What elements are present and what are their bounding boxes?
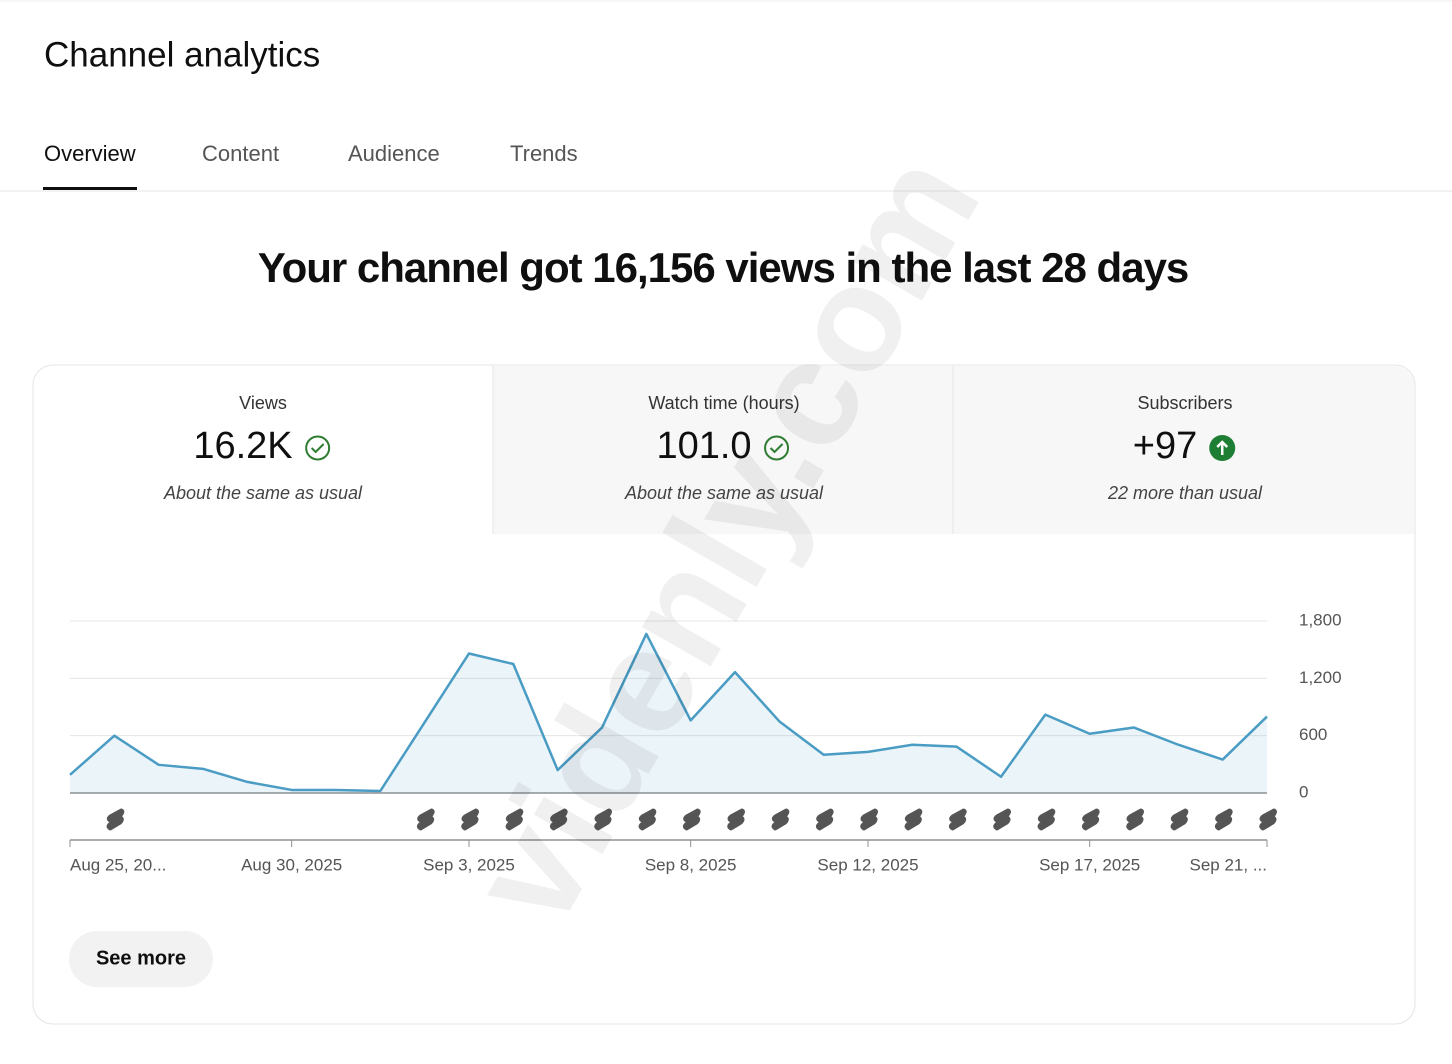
active-tab-indicator xyxy=(43,187,137,190)
x-tick-label: Sep 12, 2025 xyxy=(817,855,918,874)
shorts-icon xyxy=(416,808,435,831)
shorts-icon xyxy=(1214,808,1233,831)
metric-value: 16.2K xyxy=(193,425,292,467)
x-tick-label: Sep 8, 2025 xyxy=(645,855,737,874)
shorts-icon xyxy=(1170,808,1189,831)
status-icon-check xyxy=(769,443,784,454)
shorts-icon xyxy=(505,808,524,831)
line xyxy=(69,632,1268,793)
shorts-icon xyxy=(948,808,967,831)
x-tick-label: Sep 17, 2025 xyxy=(1039,855,1140,874)
tab[interactable]: Overview xyxy=(44,141,136,166)
metric-value: 101.0 xyxy=(656,425,751,467)
chart: 0 600 1,200 1,800 Aug 25, 20... Aug 30, 2025 S… xyxy=(69,610,1342,874)
metric-label: Subscribers xyxy=(1137,393,1232,413)
shorts-icon xyxy=(1081,808,1100,831)
y-tick-label: 0 xyxy=(1299,782,1308,801)
button-label[interactable]: See more xyxy=(96,947,186,969)
metric-label: Watch time (hours) xyxy=(648,393,799,413)
headline: Your channel got 16,156 views in the las… xyxy=(258,244,1189,291)
metric-note: About the same as usual xyxy=(624,483,824,503)
shorts-icon xyxy=(860,808,878,831)
metric-value: +97 xyxy=(1133,425,1197,467)
shorts-icon xyxy=(549,808,568,831)
metric-note: 22 more than usual xyxy=(1107,483,1263,503)
shorts-icon xyxy=(904,808,923,831)
shorts-icon xyxy=(461,808,479,831)
metric-note: About the same as usual xyxy=(163,483,363,503)
shorts-icon xyxy=(993,808,1011,831)
shorts-icon xyxy=(1037,808,1056,831)
tab[interactable]: Trends xyxy=(510,141,578,166)
shorts-icon xyxy=(1126,808,1144,831)
x-tick-label: Aug 25, 20... xyxy=(70,855,166,874)
y-tick-label: 600 xyxy=(1299,725,1327,744)
area xyxy=(70,633,1267,793)
metric-label: Views xyxy=(239,393,287,413)
shorts-icon xyxy=(594,808,612,831)
shorts-icon xyxy=(771,808,790,831)
button-bg[interactable] xyxy=(69,931,213,987)
tab[interactable]: Content xyxy=(202,141,279,166)
status-icon-arrow xyxy=(1216,440,1229,455)
x-tick-label: Aug 30, 2025 xyxy=(241,855,342,874)
shorts-icon xyxy=(682,808,701,831)
see-more-button[interactable]: See more xyxy=(69,931,213,987)
tab[interactable]: Audience xyxy=(348,141,440,166)
page-title: Channel analytics xyxy=(44,35,320,74)
x-tick-label: Sep 3, 2025 xyxy=(423,855,515,874)
shorts-icon xyxy=(727,808,745,831)
y-tick-label: 1,200 xyxy=(1299,668,1342,687)
shorts-icon xyxy=(106,808,125,831)
y-tick-label: 1,800 xyxy=(1299,610,1342,629)
status-icon-check xyxy=(310,443,325,454)
shorts-icon xyxy=(1259,808,1277,831)
x-tick-label: Sep 21, ... xyxy=(1190,855,1268,874)
shorts-icon xyxy=(815,808,834,831)
status-icon xyxy=(305,435,331,461)
status-icon xyxy=(764,435,790,461)
shorts-icon xyxy=(638,808,657,831)
